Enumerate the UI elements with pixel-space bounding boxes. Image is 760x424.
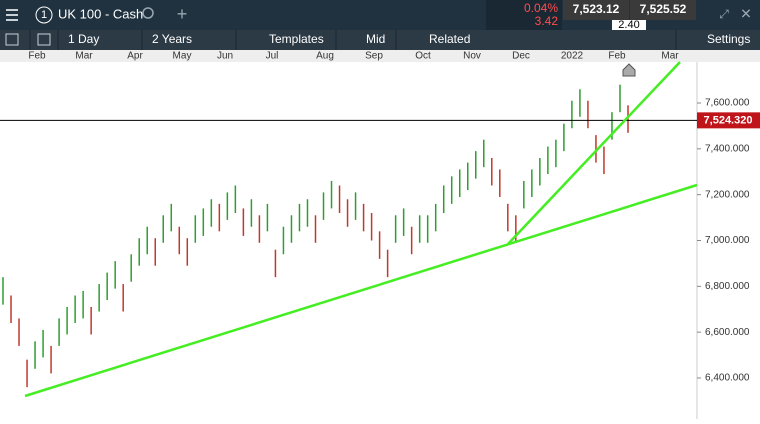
current-price-label: 7,524.320 [704,114,753,126]
change-pct: 0.04% [524,1,558,15]
x-tick-label: Sep [365,51,383,62]
x-tick-label: Aug [316,51,334,62]
x-tick-label: Feb [28,51,46,62]
menu-icon[interactable] [6,9,18,21]
x-tick-label: Jul [266,51,279,62]
x-tick-label: Oct [415,51,431,62]
y-tick-label: 6,800.000 [705,281,750,292]
y-tick-label: 6,600.000 [705,327,750,338]
sell-box[interactable] [563,0,629,20]
trend-line [507,61,681,245]
x-tick-label: Jun [217,51,233,62]
y-tick-label: 7,200.000 [705,189,750,200]
related[interactable]: Related [429,32,470,46]
templates[interactable]: Templates [269,32,324,46]
change-pts: 3.42 [535,14,559,28]
layout-icon[interactable] [37,33,51,46]
y-tick-label: 7,400.000 [705,143,750,154]
x-tick-label: Apr [127,51,143,62]
change-box [486,0,562,30]
spread-box [612,20,646,30]
x-tick-label: Feb [608,51,626,62]
x-tick-label: Dec [512,51,530,62]
current-price-box [697,112,760,129]
y-tick-label: 6,400.000 [705,373,750,384]
date-axis [0,50,760,62]
sell-price: 7,523.12 [573,2,620,16]
price-type[interactable]: Mid [366,32,385,46]
x-tick-label: 2022 [561,51,584,62]
trend-line [24,183,698,398]
x-tick-label: Mar [75,51,93,62]
scroll-marker[interactable] [622,63,636,77]
x-tick-label: May [173,51,192,62]
panel-icon[interactable] [5,33,19,46]
y-tick-label: 7,600.000 [705,98,750,109]
add-icon[interactable]: + [177,4,188,24]
close-icon[interactable]: ✕ [740,6,752,22]
settings[interactable]: Settings [707,32,750,46]
separators [29,30,677,50]
x-tick-label: Mar [661,51,679,62]
x-tick-label: Nov [463,51,481,62]
interval[interactable]: 1 Day [68,32,99,46]
range[interactable]: 2 Years [152,32,192,46]
chart: Feb Mar Apr May Jun Jul Aug Sep Oct Nov Dec 2022 Feb… [0,51,760,419]
number-badge [35,6,53,24]
buy-price: 7,525.52 [640,2,687,16]
search-icon[interactable] [142,7,154,19]
y-tick-label: 7,000.000 [705,235,750,246]
expand-icon[interactable]: ⤢ [718,7,729,21]
control-bar [0,30,760,50]
instrument[interactable]: UK 100 - Cash [58,6,143,21]
spread: 2.40 [618,19,639,31]
badge-number: 1 [41,9,47,21]
buy-box[interactable] [630,0,696,20]
